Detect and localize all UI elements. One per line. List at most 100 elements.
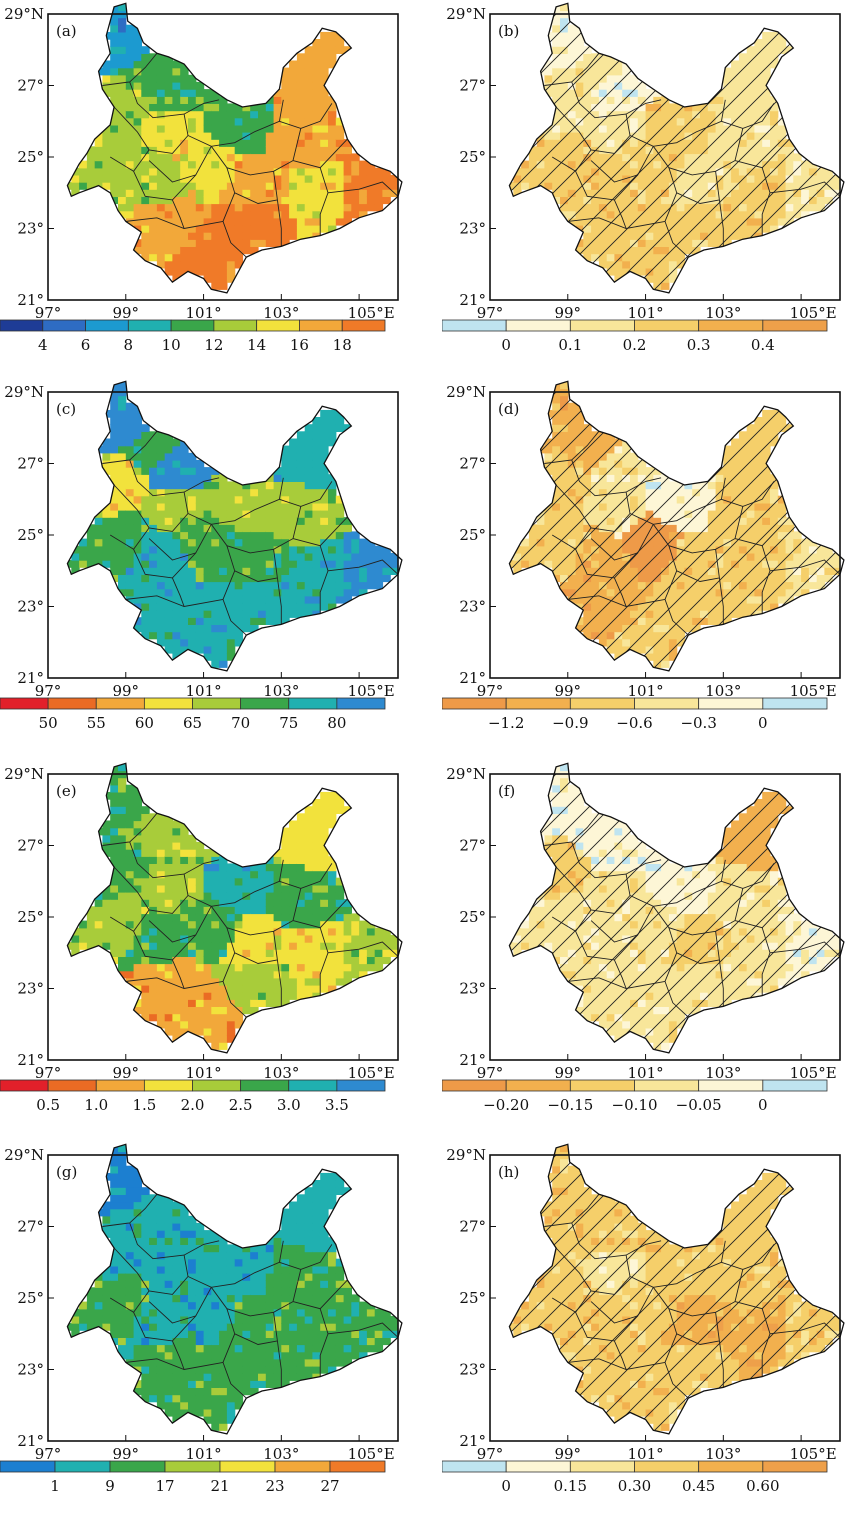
lat-tick-label: 29°N: [4, 5, 44, 23]
lat-tick-label: 29°N: [446, 765, 486, 783]
significance-hatch-b: [490, 14, 840, 300]
lat-tick-label: 25°: [459, 148, 486, 166]
colorbar-segment: [635, 1461, 699, 1472]
colorbar-tick-label: 0: [758, 714, 768, 732]
panel-label: (e): [56, 782, 77, 800]
lat-tick-label: 25°: [459, 1289, 486, 1307]
panel-label: (h): [498, 1163, 519, 1181]
colorbar-tick-label: 3.0: [277, 1096, 301, 1114]
lat-tick-label: 23°: [459, 1361, 486, 1379]
colorbar-segment: [48, 1080, 96, 1091]
lat-tick-label: 21°: [459, 291, 486, 309]
colorbar-segment: [55, 1461, 110, 1472]
significance-hatch-f: [490, 774, 840, 1060]
map-field-c: [64, 381, 399, 668]
map-h: 97°99°101°103°105°E29°N27°25°23°21°(h): [442, 1141, 847, 1471]
colorbar-segment: [699, 320, 763, 331]
colorbar-segment: [193, 698, 241, 709]
colorbar-segment: [570, 320, 634, 331]
lat-tick-label: 23°: [17, 598, 44, 616]
colorbar-tick-label: 10: [162, 336, 181, 354]
colorbar-tick-label: 0: [758, 1096, 768, 1114]
lat-tick-label: 25°: [17, 148, 44, 166]
lat-tick-label: 29°N: [4, 383, 44, 401]
colorbar-segment: [193, 1080, 241, 1091]
colorbar-segment: [144, 1080, 192, 1091]
lat-tick-label: 21°: [459, 1432, 486, 1450]
colorbar-segment: [337, 698, 385, 709]
lat-tick-label: 21°: [17, 669, 44, 687]
lat-tick-label: 25°: [17, 526, 44, 544]
colorbar-segment: [699, 698, 763, 709]
lat-tick-label: 27°: [17, 837, 44, 855]
colorbar-segment: [506, 698, 570, 709]
colorbar-tick-label: 0.30: [618, 1477, 651, 1495]
colorbar-tick-label: 14: [247, 336, 266, 354]
lat-tick-label: 27°: [459, 77, 486, 95]
lat-tick-label: 23°: [459, 598, 486, 616]
lat-tick-label: 29°N: [446, 1146, 486, 1164]
lat-tick-label: 29°N: [446, 5, 486, 23]
colorbar-tick-label: 0.45: [682, 1477, 715, 1495]
colorbar-segment: [442, 1461, 506, 1472]
colorbar-segment: [48, 698, 96, 709]
lat-tick-label: 21°: [17, 1432, 44, 1450]
lat-tick-label: 23°: [17, 980, 44, 998]
colorbar-tick-label: −0.9: [552, 714, 588, 732]
colorbar-segment: [506, 320, 570, 331]
colorbar-tick-label: 0.2: [623, 336, 647, 354]
lat-tick-label: 29°N: [4, 1146, 44, 1164]
lat-tick-label: 27°: [17, 77, 44, 95]
colorbar-segment: [763, 698, 827, 709]
colorbar-tick-label: 80: [327, 714, 346, 732]
colorbar-tick-label: 65: [183, 714, 202, 732]
colorbar-tick-label: 16: [290, 336, 309, 354]
colorbar-segment: [144, 698, 192, 709]
colorbar-tick-label: 23: [265, 1477, 284, 1495]
colorbar-segment: [128, 320, 171, 331]
colorbar-segment: [241, 1080, 289, 1091]
colorbar-segment: [171, 320, 214, 331]
lat-tick-label: 21°: [17, 291, 44, 309]
panel-label: (b): [498, 22, 519, 40]
panel-label: (a): [56, 22, 77, 40]
colorbar-tick-label: 0: [501, 336, 511, 354]
colorbar-segment: [241, 698, 289, 709]
colorbar-tick-label: 0.4: [751, 336, 775, 354]
colorbar-segment: [96, 698, 144, 709]
lat-tick-label: 23°: [17, 220, 44, 238]
colorbar-segment: [506, 1080, 570, 1091]
colorbar-segment: [0, 1461, 55, 1472]
colorbar-segment: [0, 320, 43, 331]
lat-tick-label: 29°N: [4, 765, 44, 783]
lat-tick-label: 25°: [459, 908, 486, 926]
map-c: 97°99°101°103°105°E29°N27°25°23°21°(c): [0, 378, 405, 708]
map-field-a: [64, 3, 399, 290]
colorbar-segment: [220, 1461, 275, 1472]
colorbar-tick-label: 4: [38, 336, 48, 354]
map-f: 97°99°101°103°105°E29°N27°25°23°21°(f): [442, 760, 847, 1090]
colorbar-segment: [86, 320, 129, 331]
lat-tick-label: 27°: [459, 455, 486, 473]
colorbar-segment: [214, 320, 257, 331]
colorbar-tick-label: −0.3: [680, 714, 716, 732]
colorbar-segment: [635, 698, 699, 709]
colorbar-tick-label: −0.10: [612, 1096, 658, 1114]
colorbar-segment: [763, 1461, 827, 1472]
colorbar-tick-label: −0.15: [547, 1096, 593, 1114]
panel-label: (g): [56, 1163, 77, 1181]
colorbar-tick-label: 18: [333, 336, 352, 354]
colorbar-segment: [570, 1461, 634, 1472]
colorbar-tick-label: 17: [155, 1477, 174, 1495]
colorbar-tick-label: 27: [320, 1477, 339, 1495]
